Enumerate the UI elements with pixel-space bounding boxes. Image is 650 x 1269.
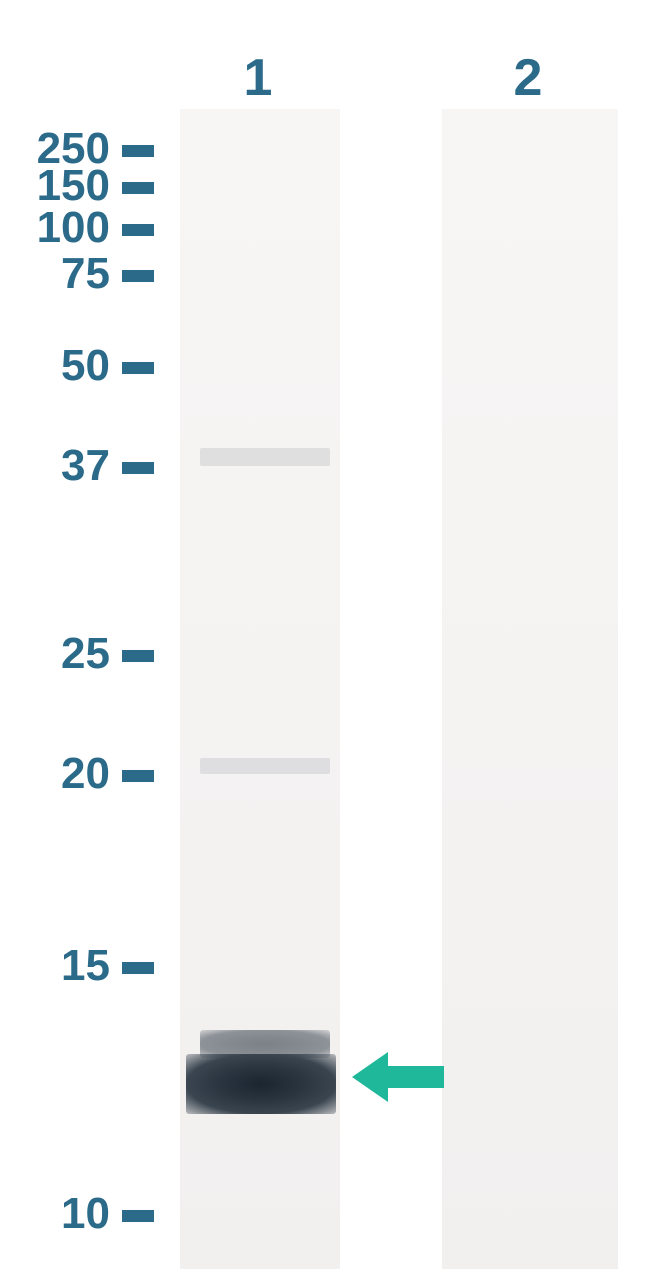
target-arrow-icon bbox=[348, 1048, 444, 1106]
faint-band-1 bbox=[200, 448, 330, 466]
ladder-tick-100 bbox=[122, 224, 154, 236]
faint-band-2 bbox=[200, 758, 330, 774]
ladder-tick-150 bbox=[122, 182, 154, 194]
blot-container: 1 2 250 150 100 75 50 37 25 20 15 10 bbox=[0, 0, 650, 1269]
ladder-150: 150 bbox=[37, 164, 110, 208]
ladder-tick-250 bbox=[122, 145, 154, 157]
ladder-20: 20 bbox=[61, 752, 110, 796]
ladder-tick-10 bbox=[122, 1210, 154, 1222]
ladder-50: 50 bbox=[61, 344, 110, 388]
ladder-tick-25 bbox=[122, 650, 154, 662]
ladder-15: 15 bbox=[61, 944, 110, 988]
ladder-25: 25 bbox=[61, 632, 110, 676]
lane-2-header: 2 bbox=[514, 48, 543, 108]
ladder-tick-37 bbox=[122, 462, 154, 474]
main-band bbox=[186, 1054, 336, 1114]
ladder-75: 75 bbox=[61, 252, 110, 296]
ladder-10: 10 bbox=[61, 1192, 110, 1236]
ladder-tick-20 bbox=[122, 770, 154, 782]
lane-1-header: 1 bbox=[244, 48, 273, 108]
ladder-37: 37 bbox=[61, 444, 110, 488]
ladder-100: 100 bbox=[37, 206, 110, 250]
ladder-tick-15 bbox=[122, 962, 154, 974]
lane-2-strip bbox=[442, 109, 618, 1269]
ladder-tick-75 bbox=[122, 270, 154, 282]
ladder-tick-50 bbox=[122, 362, 154, 374]
